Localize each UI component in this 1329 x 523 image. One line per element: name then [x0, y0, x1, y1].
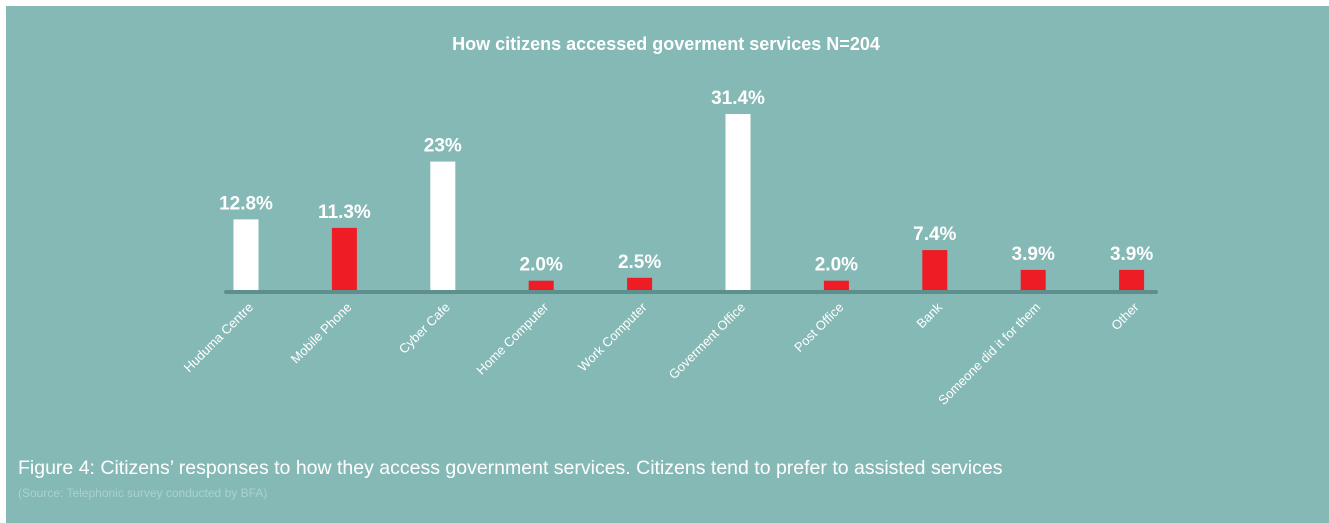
category-label-huduma-centre: Huduma Centre — [181, 300, 257, 376]
value-label-post-office: 2.0% — [815, 255, 858, 276]
chart-panel: How citizens accessed goverment services… — [6, 6, 1329, 523]
category-label-bank: Bank — [913, 299, 945, 331]
category-labels-group: Huduma Centre Mobile Phone Cyber Cafe Home … — [181, 299, 1143, 408]
value-label-huduma-centre: 12.8% — [219, 193, 273, 214]
value-label-bank: 7.4% — [913, 224, 956, 245]
figure-source: (Source: Telephonic survey conducted by … — [18, 486, 268, 500]
value-label-home-computer: 2.0% — [520, 255, 563, 276]
bars-group — [233, 114, 1145, 292]
category-label-post-office: Post Office — [791, 300, 846, 355]
category-label-other: Other — [1108, 299, 1142, 333]
category-label-work-computer: Work Computer — [575, 299, 650, 374]
value-label-goverment-office: 31.4% — [711, 88, 765, 109]
figure-caption: Figure 4: Citizens’ responses to how the… — [18, 457, 1003, 479]
value-label-mobile-phone: 11.3% — [318, 202, 371, 223]
bar-someone-did-it-for-them — [1020, 269, 1046, 292]
category-label-cyber-cafe: Cyber Cafe — [396, 300, 453, 357]
value-label-someone-did-it-for-them: 3.9% — [1012, 244, 1055, 265]
bar-post-office — [823, 280, 849, 292]
bar-home-computer — [528, 280, 554, 292]
value-labels-group: 12.8% 11.3% 23% 2.0% 2.5% 31.4% 2.0% 7.4% 3.9% 3.… — [219, 88, 1153, 276]
category-label-goverment-office: Goverment Office — [666, 300, 748, 382]
chart-title: How citizens accessed goverment services… — [452, 34, 880, 54]
value-label-other: 3.9% — [1110, 244, 1153, 265]
category-label-home-computer: Home Computer — [473, 299, 552, 378]
category-label-mobile-phone: Mobile Phone — [288, 300, 355, 367]
bar-other — [1119, 269, 1145, 292]
category-label-someone-did-it-for-them: Someone did it for them — [935, 300, 1043, 408]
value-label-cyber-cafe: 23% — [424, 136, 462, 157]
value-label-work-computer: 2.5% — [618, 252, 661, 273]
bar-work-computer — [627, 277, 653, 292]
bar-huduma-centre — [233, 219, 259, 292]
bar-chart: How citizens accessed goverment services… — [181, 34, 1158, 408]
bar-mobile-phone — [331, 227, 357, 292]
bar-cyber-cafe — [430, 161, 456, 292]
bar-goverment-office — [725, 114, 751, 292]
bar-bank — [922, 250, 948, 292]
